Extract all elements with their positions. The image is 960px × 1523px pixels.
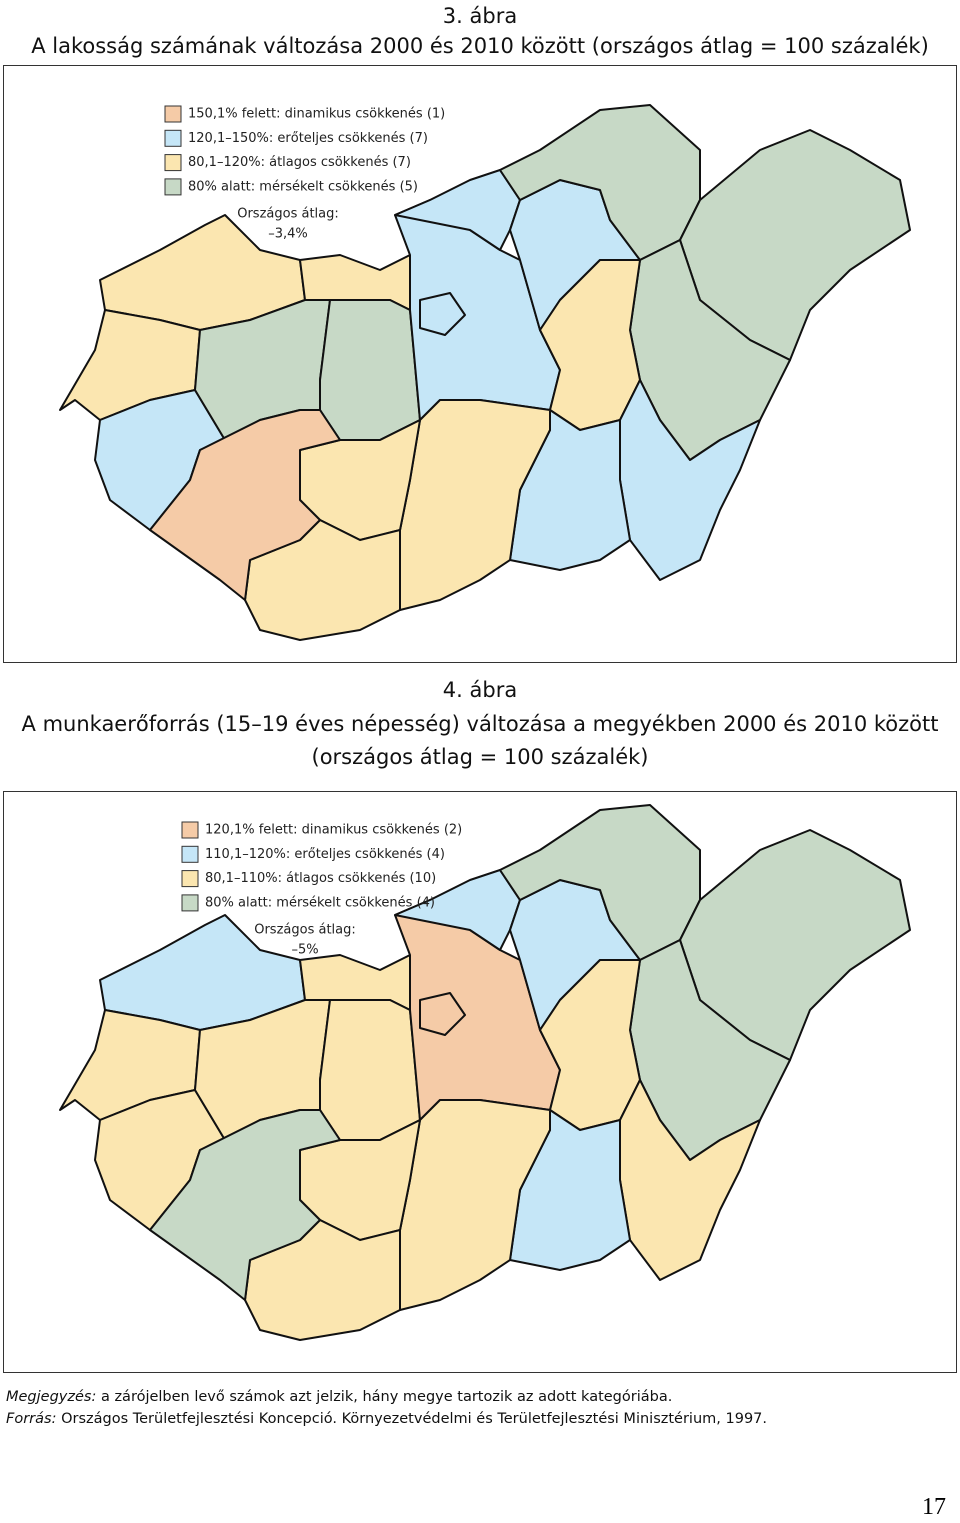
legend-swatch <box>181 845 199 863</box>
average-value: –5% <box>291 943 318 958</box>
legend-swatch <box>181 894 199 912</box>
frame <box>3 65 957 663</box>
map <box>59 104 911 641</box>
legend-label: 80,1–120%: átlagos csökkenés (7) <box>188 155 411 170</box>
county <box>419 292 466 336</box>
source: Forrás: Országos Területfejlesztési Konc… <box>6 1411 767 1427</box>
county <box>419 992 466 1036</box>
figure-title: A munkaerőforrás (15–19 éves népesség) v… <box>21 712 939 736</box>
legend-label: 150,1% felett: dinamikus csökkenés (1) <box>188 107 445 122</box>
legend-swatch <box>164 129 182 147</box>
figure-title: A lakosság számának változása 2000 és 20… <box>31 34 929 58</box>
legend-label: 110,1–120%: erőteljes csökkenés (4) <box>205 847 445 862</box>
average-value: –3,4% <box>268 227 308 242</box>
legend-label: 120,1% felett: dinamikus csökkenés (2) <box>205 823 462 838</box>
frame <box>3 791 957 1373</box>
source-label: Forrás: <box>6 1411 57 1427</box>
average-label: Országos átlag: <box>254 923 356 938</box>
maps: 150,1% felett: dinamikus csökkenés (1) 12… <box>3 65 957 1373</box>
map <box>59 804 911 1341</box>
legend-label: 80,1–110%: átlagos csökkenés (10) <box>205 871 436 886</box>
county <box>149 409 341 601</box>
legend-swatch <box>181 870 199 888</box>
legend-swatch <box>164 178 182 196</box>
legend-swatch <box>164 154 182 172</box>
legend-swatch <box>181 821 199 839</box>
county <box>319 999 421 1141</box>
source-text: Országos Területfejlesztési Koncepció. K… <box>61 1411 767 1427</box>
figure-title: (országos átlag = 100 százalék) <box>311 745 649 769</box>
average-label: Országos átlag: <box>237 207 339 222</box>
note: Megjegyzés: a zárójelben levő számok azt… <box>6 1389 672 1405</box>
note-text: a zárójelben levő számok azt jelzik, hán… <box>100 1389 673 1405</box>
figure-number: 4. ábra <box>442 678 518 702</box>
figure-number: 3. ábra <box>442 4 518 28</box>
legend-swatch <box>164 105 182 123</box>
page-number: 17 <box>922 1494 946 1520</box>
note-label: Megjegyzés: <box>6 1389 97 1405</box>
county <box>319 299 421 441</box>
legend-label: 120,1–150%: erőteljes csökkenés (7) <box>188 131 428 146</box>
county <box>149 1109 341 1301</box>
legend-label: 80% alatt: mérsékelt csökkenés (5) <box>188 179 418 194</box>
legend-label: 80% alatt: mérsékelt csökkenés (4) <box>205 895 435 910</box>
